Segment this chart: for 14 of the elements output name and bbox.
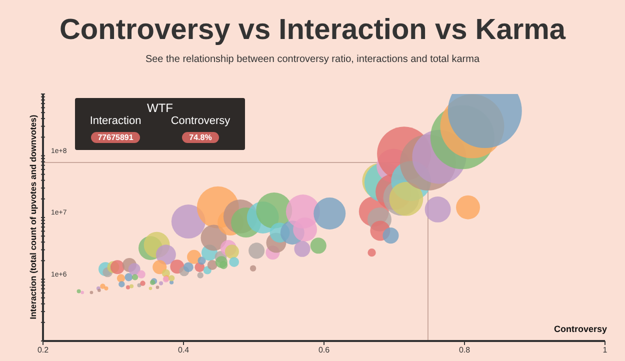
x-tick-label: 0.2 xyxy=(37,346,50,355)
annotation: Controversy xyxy=(170,115,230,127)
chart-subtitle: See the relationship between controversy ratio, interactions and total karma xyxy=(144,54,481,65)
annotation: 77675891 xyxy=(90,132,140,143)
x-tick-label: 0.6 xyxy=(318,346,330,355)
chart-title: Controversy vs Interaction vs Karma xyxy=(58,14,567,47)
x-tick-label: 0.4 xyxy=(178,346,190,355)
x-tick-label: 1 xyxy=(602,346,608,355)
x-axis-title: Controversy xyxy=(554,324,607,334)
y-axis-title: Interaction (total count of upvotes and downvotes) xyxy=(28,114,38,320)
annotation: WTF xyxy=(146,101,174,115)
annotation: 74.8% xyxy=(182,132,219,143)
annotation: Interaction xyxy=(90,115,142,127)
x-tick-label: 0.8 xyxy=(458,346,471,355)
